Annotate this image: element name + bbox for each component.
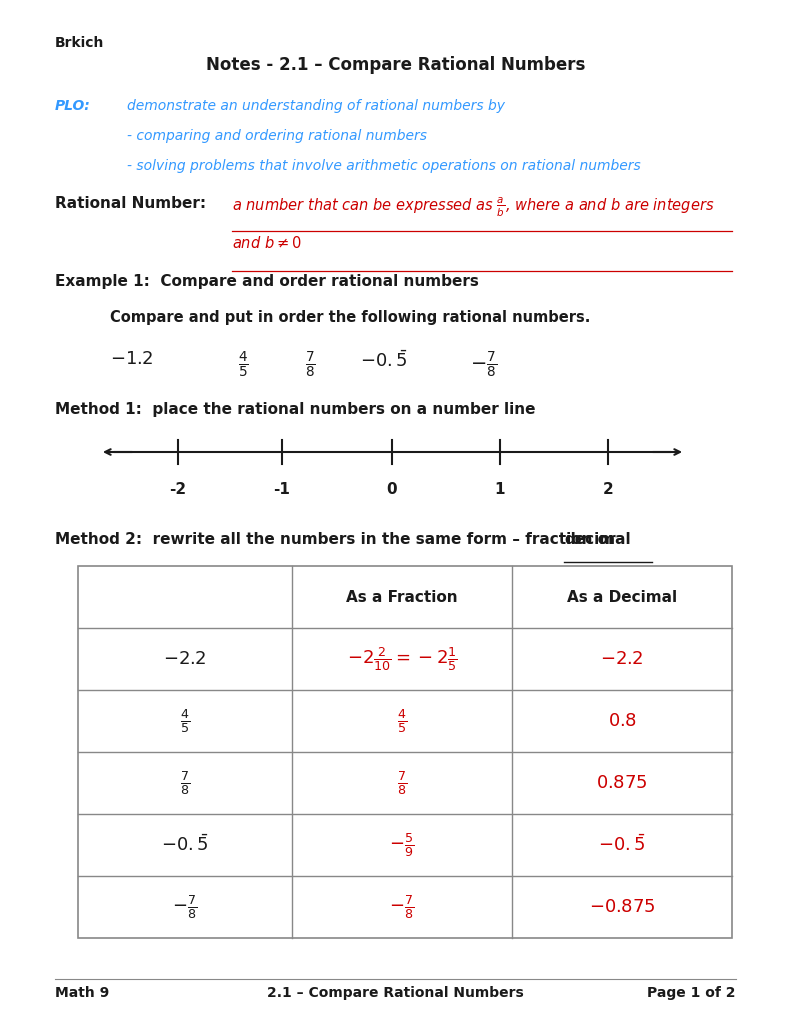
Text: Math 9: Math 9 [55,986,109,1000]
Text: 1: 1 [494,482,505,497]
Text: $\frac{4}{5}$: $\frac{4}{5}$ [397,708,407,735]
Text: $\frac{7}{8}$: $\frac{7}{8}$ [397,769,407,797]
Text: 2: 2 [603,482,613,497]
Text: $-2\frac{2}{10} = -2\frac{1}{5}$: $-2\frac{2}{10} = -2\frac{1}{5}$ [346,645,457,673]
Text: $-0.\bar{5}$: $-0.\bar{5}$ [360,350,408,371]
Text: $\frac{4}{5}$: $\frac{4}{5}$ [238,350,248,380]
Text: -2: -2 [169,482,187,497]
Text: $\frac{7}{8}$: $\frac{7}{8}$ [305,350,316,380]
Text: PLO:: PLO: [55,99,91,113]
Text: decimal: decimal [564,532,630,547]
Text: $-\frac{5}{9}$: $-\frac{5}{9}$ [389,831,414,859]
Text: As a Decimal: As a Decimal [567,590,677,604]
Text: and $b \neq 0$: and $b \neq 0$ [232,234,302,251]
Text: $0.8$: $0.8$ [607,712,637,730]
Text: Method 2:  rewrite all the numbers in the same form – fraction or: Method 2: rewrite all the numbers in the… [55,532,621,547]
Text: $-\frac{7}{8}$: $-\frac{7}{8}$ [172,893,198,921]
Text: $-\frac{7}{8}$: $-\frac{7}{8}$ [389,893,414,921]
Text: 2.1 – Compare Rational Numbers: 2.1 – Compare Rational Numbers [267,986,524,1000]
Text: Method 1:  place the rational numbers on a number line: Method 1: place the rational numbers on … [55,402,536,417]
Text: - comparing and ordering rational numbers: - comparing and ordering rational number… [127,129,427,143]
Bar [78,566,732,938]
Text: Example 1:  Compare and order rational numbers: Example 1: Compare and order rational nu… [55,274,479,289]
Text: Notes - 2.1 – Compare Rational Numbers: Notes - 2.1 – Compare Rational Numbers [206,56,585,74]
Text: $0.875$: $0.875$ [596,774,648,792]
Text: $-0.875$: $-0.875$ [589,898,655,916]
Text: a number that can be expressed as $\frac{a}{b}$, where a and b are integers: a number that can be expressed as $\frac… [232,196,714,219]
Text: $-2.2$: $-2.2$ [600,650,644,668]
Text: $-0.\bar{5}$: $-0.\bar{5}$ [161,835,209,855]
Text: Brkich: Brkich [55,36,104,50]
Text: $-\frac{7}{8}$: $-\frac{7}{8}$ [470,350,497,380]
Text: - solving problems that involve arithmetic operations on rational numbers: - solving problems that involve arithmet… [127,159,641,173]
Text: demonstrate an understanding of rational numbers by: demonstrate an understanding of rational… [127,99,505,113]
Text: 0: 0 [387,482,397,497]
Text: Page 1 of 2: Page 1 of 2 [648,986,736,1000]
Text: $\frac{4}{5}$: $\frac{4}{5}$ [180,708,190,735]
Text: $\frac{7}{8}$: $\frac{7}{8}$ [180,769,190,797]
Text: -1: -1 [274,482,290,497]
Text: Rational Number:: Rational Number: [55,196,206,211]
Text: Compare and put in order the following rational numbers.: Compare and put in order the following r… [110,310,590,325]
Text: As a Fraction: As a Fraction [346,590,458,604]
Text: $-2.2$: $-2.2$ [164,650,206,668]
Text: $-0.\bar{5}$: $-0.\bar{5}$ [598,835,646,855]
Text: $-1.2$: $-1.2$ [110,350,153,368]
